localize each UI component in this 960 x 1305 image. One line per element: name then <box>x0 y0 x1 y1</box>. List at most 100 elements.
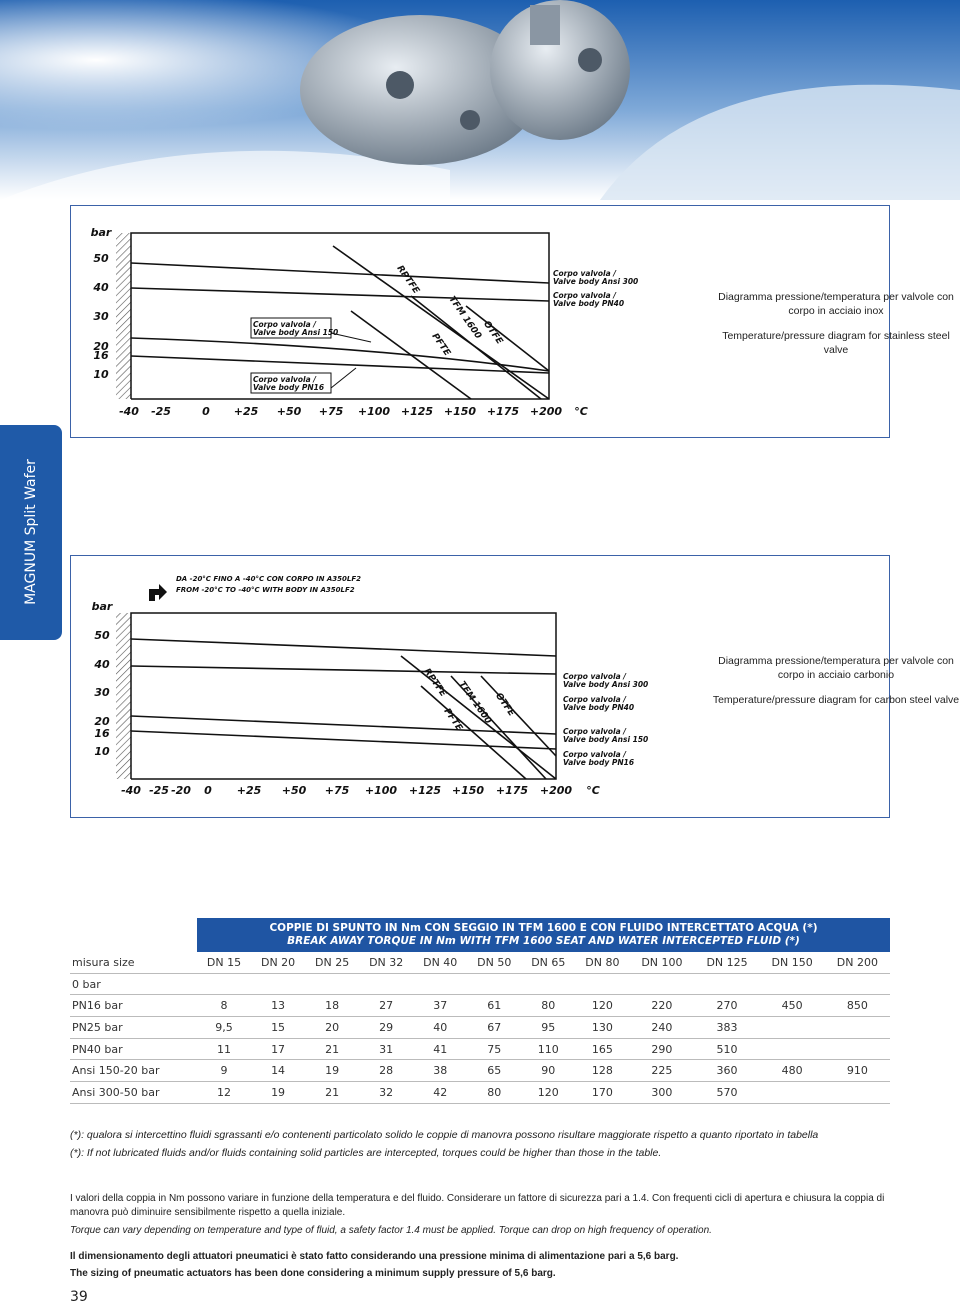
diagram-box: bar 50 40 30 20 16 10 -40 -25 -20 0 +25 +50 +75 +100 +1… <box>70 555 959 818</box>
caption-it: Diagramma pressione/temperatura per valv… <box>718 291 954 317</box>
body-label: Corpo valvola / <box>563 672 627 681</box>
y-label: 16 <box>93 349 109 362</box>
table-row: PN40 bar 11 17 21 31 41 75 110 165 290 510 <box>70 1038 890 1061</box>
cell <box>305 973 360 996</box>
seat-curve <box>465 305 550 372</box>
cell: 40 <box>413 1016 468 1039</box>
body-label: Corpo valvola / <box>563 750 627 759</box>
cell: 32 <box>359 1081 414 1104</box>
cell <box>759 1081 825 1104</box>
pressure-curve <box>130 262 550 284</box>
cell: 480 <box>759 1059 825 1083</box>
x-label: +50 <box>277 405 302 418</box>
body-label: Valve body PN16 <box>253 383 324 392</box>
x-label: +100 <box>358 405 391 418</box>
cell: 570 <box>694 1081 760 1104</box>
cell: 170 <box>575 1081 630 1104</box>
row-label: PN16 bar <box>70 994 197 1018</box>
cell: 120 <box>575 994 630 1018</box>
table-title: COPPIE DI SPUNTO IN Nm CON SEGGIO IN TFM… <box>197 918 890 952</box>
cell: 80 <box>467 1081 522 1104</box>
cell: 95 <box>521 1016 576 1039</box>
body-label: Valve body Ansi 150 <box>563 735 648 744</box>
body-label: Corpo valvola / <box>553 269 617 278</box>
notes: (*): qualora si intercettino fluidi sgra… <box>70 1126 890 1162</box>
paragraph: I valori della coppia in Nm possono vari… <box>70 1193 885 1218</box>
cell: 14 <box>251 1059 306 1083</box>
cell: 220 <box>629 994 695 1018</box>
x-label: +175 <box>487 405 520 418</box>
seat-curve <box>350 310 472 400</box>
y-label: 30 <box>93 310 109 323</box>
frame <box>130 612 557 780</box>
cell: 360 <box>694 1059 760 1083</box>
cell: 41 <box>413 1038 468 1061</box>
table-row: Ansi 150-20 bar 9 14 19 28 38 65 90 128 225 360 480… <box>70 1059 890 1083</box>
header-row: misura size DN 15 DN 20 DN 25 DN 32 DN 40 DN 5… <box>70 952 890 974</box>
y-label: 30 <box>94 686 110 699</box>
label-box <box>250 317 332 339</box>
seat-curve <box>480 675 557 757</box>
table-row: PN25 bar 9,5 15 20 29 40 67 95 130 240 383 <box>70 1016 890 1039</box>
side-tab: MAGNUM Split Wafer <box>0 425 62 640</box>
cell <box>467 973 522 996</box>
cell: 850 <box>824 994 890 1018</box>
header-cell: DN 200 <box>824 952 890 974</box>
side-tab-label: MAGNUM Split Wafer <box>23 459 39 605</box>
header-cell: DN 150 <box>759 952 825 974</box>
caption-it: Diagramma pressione/temperatura per valv… <box>718 655 954 681</box>
cell: 90 <box>521 1059 576 1083</box>
curve-label: TFM 1600 <box>456 680 493 726</box>
body-label: Corpo valvola / <box>553 291 617 300</box>
pressure-curve <box>130 638 557 657</box>
header-cell: DN 40 <box>413 952 468 974</box>
cell <box>824 1038 890 1061</box>
x-label: +100 <box>365 784 398 797</box>
cell <box>759 1038 825 1061</box>
cell: 61 <box>467 994 522 1018</box>
header-cell: DN 100 <box>629 952 695 974</box>
body-label: Valve body PN40 <box>563 703 634 712</box>
header-cell: DN 20 <box>251 952 306 974</box>
cell: 910 <box>824 1059 890 1083</box>
paragraph: Torque can vary depending on temperature… <box>70 1225 712 1236</box>
x-label: -20 <box>171 784 191 797</box>
pressure-curve <box>130 287 550 302</box>
x-label: +150 <box>452 784 485 797</box>
header-cell: DN 50 <box>467 952 522 974</box>
axis-unit: bar <box>91 226 112 239</box>
label-box <box>250 372 332 394</box>
cell: 130 <box>575 1016 630 1039</box>
seat-curve <box>332 245 550 400</box>
cell: 67 <box>467 1016 522 1039</box>
header-cell: DN 32 <box>359 952 414 974</box>
cell <box>251 973 306 996</box>
pressure-curve <box>130 355 550 374</box>
x-label: +200 <box>530 405 563 418</box>
cell <box>759 1016 825 1039</box>
curve-label: TFM 1600 <box>446 295 483 341</box>
x-label: +75 <box>325 784 350 797</box>
page-number: 39 <box>70 1289 88 1305</box>
cell: 20 <box>305 1016 360 1039</box>
seat-curve <box>400 655 557 780</box>
axis-unit: bar <box>92 600 113 613</box>
cell: 9,5 <box>197 1016 252 1039</box>
caption-en: Temperature/pressure diagram for stainle… <box>722 330 950 356</box>
frame <box>130 232 550 400</box>
x-label: +25 <box>234 405 259 418</box>
x-label: +200 <box>540 784 573 797</box>
hatched-area <box>116 613 131 779</box>
y-label: 40 <box>93 658 110 671</box>
cell <box>694 973 760 996</box>
header-cell: DN 65 <box>521 952 576 974</box>
cell: 12 <box>197 1081 252 1104</box>
bold-note: Il dimensionamento degli attuatori pneum… <box>70 1251 679 1262</box>
cell <box>359 973 414 996</box>
cell: 17 <box>251 1038 306 1061</box>
cell: 19 <box>251 1081 306 1104</box>
cell: 42 <box>413 1081 468 1104</box>
y-label: 50 <box>93 252 109 265</box>
